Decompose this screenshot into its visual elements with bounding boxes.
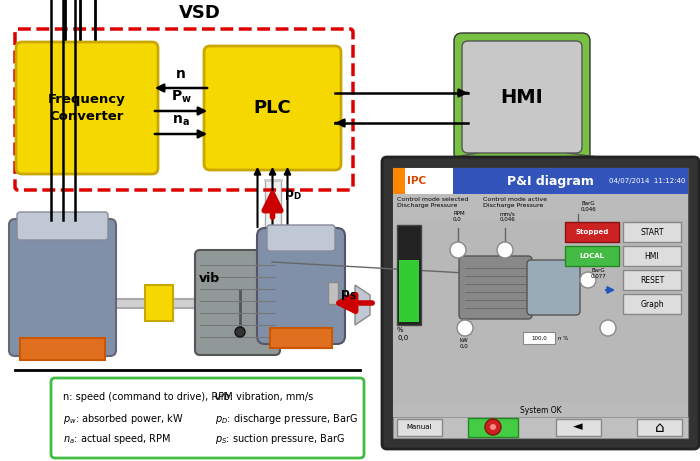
FancyBboxPatch shape xyxy=(623,294,681,314)
Circle shape xyxy=(235,327,245,337)
Text: $p_S$: suction pressure, BarG: $p_S$: suction pressure, BarG xyxy=(215,432,344,446)
FancyBboxPatch shape xyxy=(204,46,341,170)
Text: BarG
0,046: BarG 0,046 xyxy=(581,201,596,212)
Text: $n_a$: actual speed, RPM: $n_a$: actual speed, RPM xyxy=(63,432,171,446)
FancyBboxPatch shape xyxy=(270,328,332,348)
FancyBboxPatch shape xyxy=(145,285,173,321)
Text: Control mode active
Discharge Pressure: Control mode active Discharge Pressure xyxy=(483,197,547,208)
Text: %: % xyxy=(397,327,404,333)
Text: RESET: RESET xyxy=(640,276,664,284)
FancyBboxPatch shape xyxy=(17,212,108,240)
Text: H m: H m xyxy=(656,296,671,302)
FancyBboxPatch shape xyxy=(623,270,681,290)
FancyBboxPatch shape xyxy=(459,256,532,319)
FancyBboxPatch shape xyxy=(195,250,280,355)
Text: 0,0: 0,0 xyxy=(638,276,650,282)
FancyBboxPatch shape xyxy=(51,378,364,458)
Text: $p_w$: absorbed power, kW: $p_w$: absorbed power, kW xyxy=(63,412,183,426)
FancyBboxPatch shape xyxy=(16,42,158,174)
Text: P&I diagram: P&I diagram xyxy=(507,175,594,188)
Text: ◄: ◄ xyxy=(573,420,583,433)
FancyBboxPatch shape xyxy=(265,180,281,230)
FancyBboxPatch shape xyxy=(397,225,421,325)
Circle shape xyxy=(570,224,586,240)
Text: IPC: IPC xyxy=(407,176,426,186)
Text: Frequency
Converter: Frequency Converter xyxy=(48,93,126,123)
Text: 04/07/2014  11:12:40: 04/07/2014 11:12:40 xyxy=(608,178,685,184)
Circle shape xyxy=(457,320,473,336)
FancyBboxPatch shape xyxy=(397,419,442,436)
Circle shape xyxy=(450,242,466,258)
FancyBboxPatch shape xyxy=(393,168,688,194)
Text: System OK: System OK xyxy=(519,406,561,414)
Text: 0,01: 0,01 xyxy=(638,296,654,302)
Text: 100,0: 100,0 xyxy=(531,336,547,341)
FancyBboxPatch shape xyxy=(399,260,419,322)
Text: n: n xyxy=(176,67,186,81)
Text: HMI: HMI xyxy=(645,252,659,260)
FancyBboxPatch shape xyxy=(9,219,116,356)
FancyBboxPatch shape xyxy=(393,417,688,438)
Text: PLC: PLC xyxy=(253,99,291,117)
Text: $p_D$: discharge pressure, BarG: $p_D$: discharge pressure, BarG xyxy=(215,412,358,426)
Text: $\mathbf{n_a}$: $\mathbf{n_a}$ xyxy=(172,113,190,128)
Text: 0,0: 0,0 xyxy=(397,335,408,341)
FancyBboxPatch shape xyxy=(393,403,688,417)
FancyBboxPatch shape xyxy=(393,168,688,438)
Text: n: speed (command to drive), RPM: n: speed (command to drive), RPM xyxy=(63,392,232,402)
Text: LOCAL: LOCAL xyxy=(580,253,605,259)
Text: m$^3$/h: m$^3$/h xyxy=(650,270,668,282)
FancyBboxPatch shape xyxy=(527,260,580,315)
FancyBboxPatch shape xyxy=(328,282,338,304)
FancyBboxPatch shape xyxy=(393,194,688,220)
Text: $\mathbf{p_D}$: $\mathbf{p_D}$ xyxy=(284,188,302,202)
FancyBboxPatch shape xyxy=(468,418,518,437)
Text: mm/s
0,046: mm/s 0,046 xyxy=(500,211,516,222)
FancyBboxPatch shape xyxy=(393,168,453,194)
Circle shape xyxy=(485,419,501,435)
Text: Control mode selected
Discharge Pressure: Control mode selected Discharge Pressure xyxy=(397,197,468,208)
Text: VSD: VSD xyxy=(179,4,221,22)
FancyBboxPatch shape xyxy=(393,168,405,194)
FancyBboxPatch shape xyxy=(623,222,681,242)
Text: BarG
0,077: BarG 0,077 xyxy=(591,268,607,279)
FancyBboxPatch shape xyxy=(637,419,682,436)
Text: $\mathbf{P_w}$: $\mathbf{P_w}$ xyxy=(171,89,192,105)
Text: RPM
0,0: RPM 0,0 xyxy=(453,211,465,222)
FancyBboxPatch shape xyxy=(454,33,590,161)
Circle shape xyxy=(490,424,496,430)
Text: Graph: Graph xyxy=(640,300,664,308)
Polygon shape xyxy=(355,285,370,325)
Circle shape xyxy=(600,320,616,336)
FancyBboxPatch shape xyxy=(623,246,681,266)
FancyBboxPatch shape xyxy=(556,419,601,436)
FancyBboxPatch shape xyxy=(20,338,105,360)
Text: n %: n % xyxy=(558,336,568,341)
FancyBboxPatch shape xyxy=(462,41,582,153)
FancyBboxPatch shape xyxy=(565,246,619,266)
Text: $\mathbf{p_S}$: $\mathbf{p_S}$ xyxy=(340,288,357,302)
Text: Stopped: Stopped xyxy=(575,229,609,235)
Text: kW
0,0: kW 0,0 xyxy=(460,338,469,349)
Circle shape xyxy=(497,242,513,258)
Text: START: START xyxy=(640,227,664,236)
Text: Manual: Manual xyxy=(406,424,432,430)
Text: vib: vibration, mm/s: vib: vibration, mm/s xyxy=(215,392,314,402)
FancyBboxPatch shape xyxy=(565,222,619,242)
FancyBboxPatch shape xyxy=(523,332,555,344)
Circle shape xyxy=(580,272,596,288)
Text: vib: vib xyxy=(199,272,220,285)
Text: ⌂: ⌂ xyxy=(655,420,665,435)
Text: HMI: HMI xyxy=(500,88,543,106)
FancyBboxPatch shape xyxy=(267,225,335,251)
FancyBboxPatch shape xyxy=(257,228,345,344)
FancyBboxPatch shape xyxy=(393,220,688,403)
FancyBboxPatch shape xyxy=(382,157,699,449)
